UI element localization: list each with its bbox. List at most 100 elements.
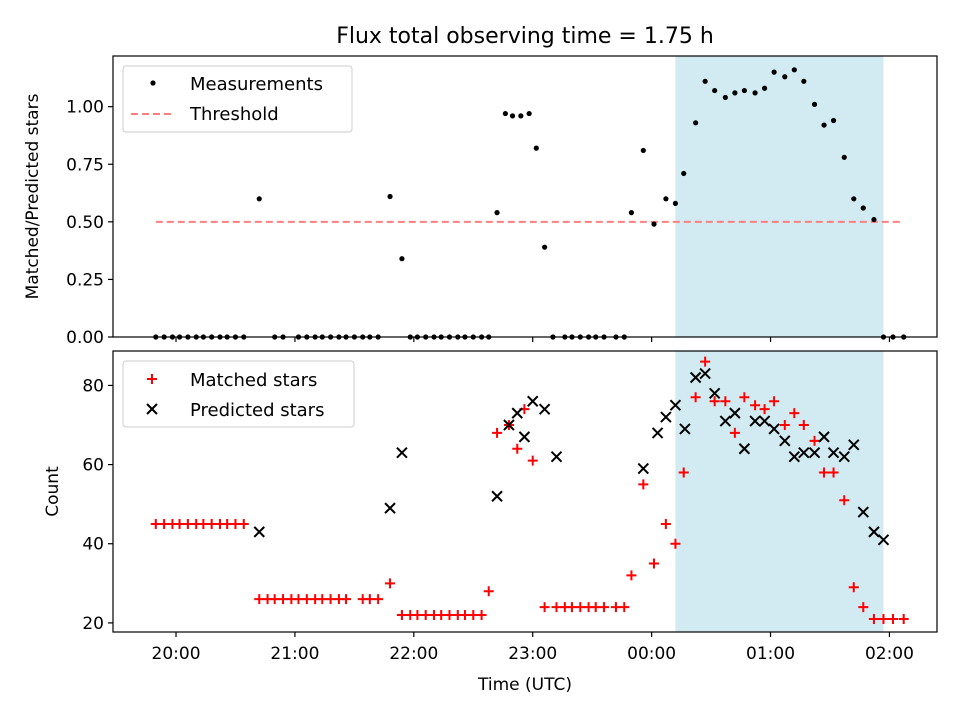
ratio-y-axis-label: Matched/Predicted stars	[23, 93, 43, 299]
measurement-point	[771, 69, 777, 75]
measurement-point	[830, 117, 837, 124]
measurement-point	[640, 147, 646, 154]
count-y-axis-label: Count	[43, 466, 63, 517]
predicted-star-point	[527, 395, 539, 407]
predicted-star-point	[798, 447, 810, 459]
count-x-axis: 20:00 21:00 22:00 23:00 00:00 01:00 02:00	[152, 632, 914, 664]
predicted-star-point	[749, 415, 761, 427]
observing-window-shade	[675, 351, 884, 632]
measurement-point	[871, 216, 877, 223]
matched-star-point	[341, 594, 352, 605]
matched-star-point	[709, 396, 720, 407]
predicted-star-point	[827, 447, 840, 459]
matched-star-point	[527, 455, 538, 466]
x-tick-label: 20:00	[152, 644, 201, 664]
matched-star-point	[878, 613, 889, 624]
matched-star-point	[690, 392, 701, 403]
matched-star-point	[619, 602, 630, 613]
y-tick-label: 40	[82, 535, 104, 555]
matched-star-point	[670, 538, 681, 549]
x-tick-label: 02:00	[865, 644, 914, 664]
y-tick-label: 60	[82, 456, 104, 476]
matched-star-point	[819, 467, 830, 478]
x-tick-label: 21:00	[270, 644, 319, 664]
count-y-axis: 20 40 60 80	[82, 376, 113, 634]
predicted-star-point	[838, 450, 850, 463]
predicted-star-point	[848, 439, 860, 451]
matched-star-point	[848, 582, 859, 593]
legend-measurements-label: Measurements	[190, 74, 323, 95]
measurements-series	[153, 67, 907, 340]
predicted-star-point	[719, 415, 732, 427]
measurement-point	[533, 145, 539, 151]
measurement-point	[841, 154, 847, 160]
matched-star-point	[898, 613, 909, 624]
legend-measurements-marker	[150, 80, 156, 86]
measurement-point	[782, 74, 788, 80]
measurement-point	[509, 113, 516, 119]
matched-star-point	[638, 479, 649, 490]
legend-matched-label: Matched stars	[190, 370, 317, 391]
predicted-star-point	[503, 419, 515, 431]
matched-star-point	[700, 356, 711, 367]
matched-star-point	[626, 570, 637, 581]
measurement-point	[702, 78, 708, 84]
predicted-star-point	[788, 450, 801, 463]
y-tick-label: 0.25	[66, 270, 104, 290]
measurement-point	[860, 205, 866, 211]
chart-title: Flux total observing time = 1.75 h	[336, 24, 714, 49]
ratio-x-axis	[175, 337, 891, 342]
matched-star-point	[798, 420, 809, 431]
predicted-star-point	[669, 399, 682, 411]
x-tick-label: 00:00	[627, 644, 676, 664]
y-tick-label: 80	[82, 376, 104, 396]
matched-star-point	[868, 613, 879, 624]
matched-star-point	[385, 578, 396, 589]
matched-star-point	[828, 467, 839, 478]
legend-matched-marker	[147, 374, 157, 384]
measurement-point	[256, 196, 262, 202]
measurement-point	[712, 87, 718, 94]
matched-star-point	[512, 443, 523, 454]
predicted-star-point	[651, 427, 664, 439]
count-legend: Matched stars Predicted stars	[122, 360, 355, 428]
legend-predicted-marker	[146, 403, 158, 415]
predicted-star-point	[868, 526, 880, 538]
ratio-panel: 0.00 0.25 0.50 0.75 1.00 Matched/Predicted s…	[23, 55, 938, 348]
predicted-star-point	[538, 403, 551, 415]
matched-star-point	[238, 518, 249, 529]
matched-star-point	[779, 420, 790, 431]
matched-star-point	[539, 602, 550, 613]
predicted-star-point	[518, 431, 531, 443]
matched-star-point	[888, 613, 899, 624]
predicted-star-point	[708, 387, 721, 400]
ratio-y-axis: 0.00 0.25 0.50 0.75 1.00	[66, 98, 113, 348]
count-legend-box	[122, 360, 355, 428]
predicted-star-point	[857, 506, 869, 518]
measurement-point	[741, 87, 747, 94]
predicted-stars-series	[253, 367, 890, 546]
measurement-point	[628, 210, 635, 216]
matched-star-point	[599, 602, 610, 613]
matched-star-point	[483, 586, 494, 597]
matched-star-point	[839, 495, 850, 506]
ratio-legend: Measurements Threshold	[122, 65, 353, 133]
measurement-point	[387, 193, 393, 200]
matched-star-point	[739, 392, 750, 403]
measurement-point	[399, 256, 405, 262]
matched-star-point	[729, 427, 740, 438]
measurement-point	[518, 113, 524, 119]
matched-star-point	[660, 518, 671, 529]
measurement-point	[722, 94, 728, 101]
y-tick-label: 0.75	[66, 155, 104, 175]
legend-threshold-label: Threshold	[189, 104, 279, 125]
predicted-star-point	[877, 534, 890, 546]
predicted-star-point	[738, 443, 751, 455]
ratio-legend-box	[122, 65, 353, 133]
measurement-point	[732, 90, 738, 96]
matched-star-point	[649, 558, 660, 569]
y-tick-label: 1.00	[66, 98, 104, 118]
predicted-star-point	[779, 435, 791, 447]
predicted-star-point	[660, 411, 672, 423]
predicted-star-point	[384, 502, 396, 514]
